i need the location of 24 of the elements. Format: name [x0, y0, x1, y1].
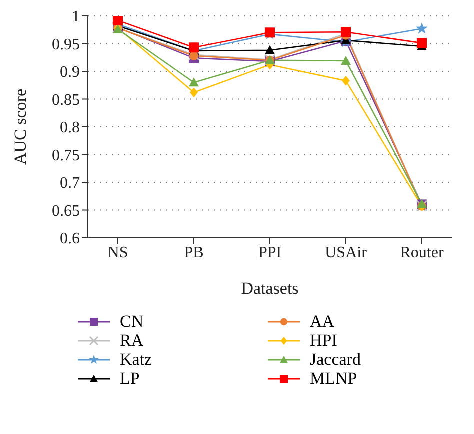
legend-label: RA [120, 330, 144, 350]
y-tick-label: 0.6 [60, 230, 80, 248]
y-tick-label: 0.65 [52, 202, 80, 220]
y-tick-label: 0.75 [52, 147, 80, 164]
y-tick-label: 0.85 [52, 92, 80, 109]
x-tick-label: Router [400, 244, 444, 262]
y-tick-label: 0.95 [52, 36, 80, 54]
y-tick-label: 1 [72, 8, 80, 26]
y-tick-label: 0.8 [60, 120, 80, 137]
legend-label: Jaccard [310, 350, 361, 370]
y-axis-title: AUC score [11, 88, 30, 166]
x-tick-label: USAir [325, 244, 368, 262]
x-tick-label: PPI [258, 244, 282, 262]
legend-label: Katz [120, 350, 152, 370]
y-tick-label: 0.7 [60, 175, 80, 192]
legend-label: AA [310, 312, 335, 332]
legend-label: HPI [310, 330, 338, 350]
x-axis-title: Datasets [241, 279, 299, 298]
y-tick-label: 0.9 [60, 64, 80, 82]
legend-label: MLNP [310, 368, 358, 388]
x-tick-label: NS [108, 244, 128, 262]
legend-label: LP [120, 368, 140, 388]
legend-label: CN [120, 312, 144, 332]
x-tick-label: PB [184, 244, 204, 262]
